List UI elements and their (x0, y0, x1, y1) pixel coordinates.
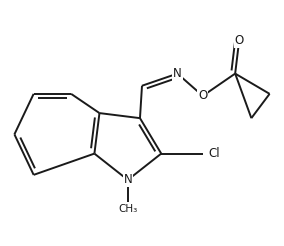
Text: Cl: Cl (208, 147, 220, 160)
Text: O: O (235, 34, 244, 47)
Text: O: O (198, 89, 207, 102)
Text: N: N (173, 67, 182, 80)
Text: CH₃: CH₃ (118, 204, 137, 214)
Text: N: N (124, 173, 132, 186)
